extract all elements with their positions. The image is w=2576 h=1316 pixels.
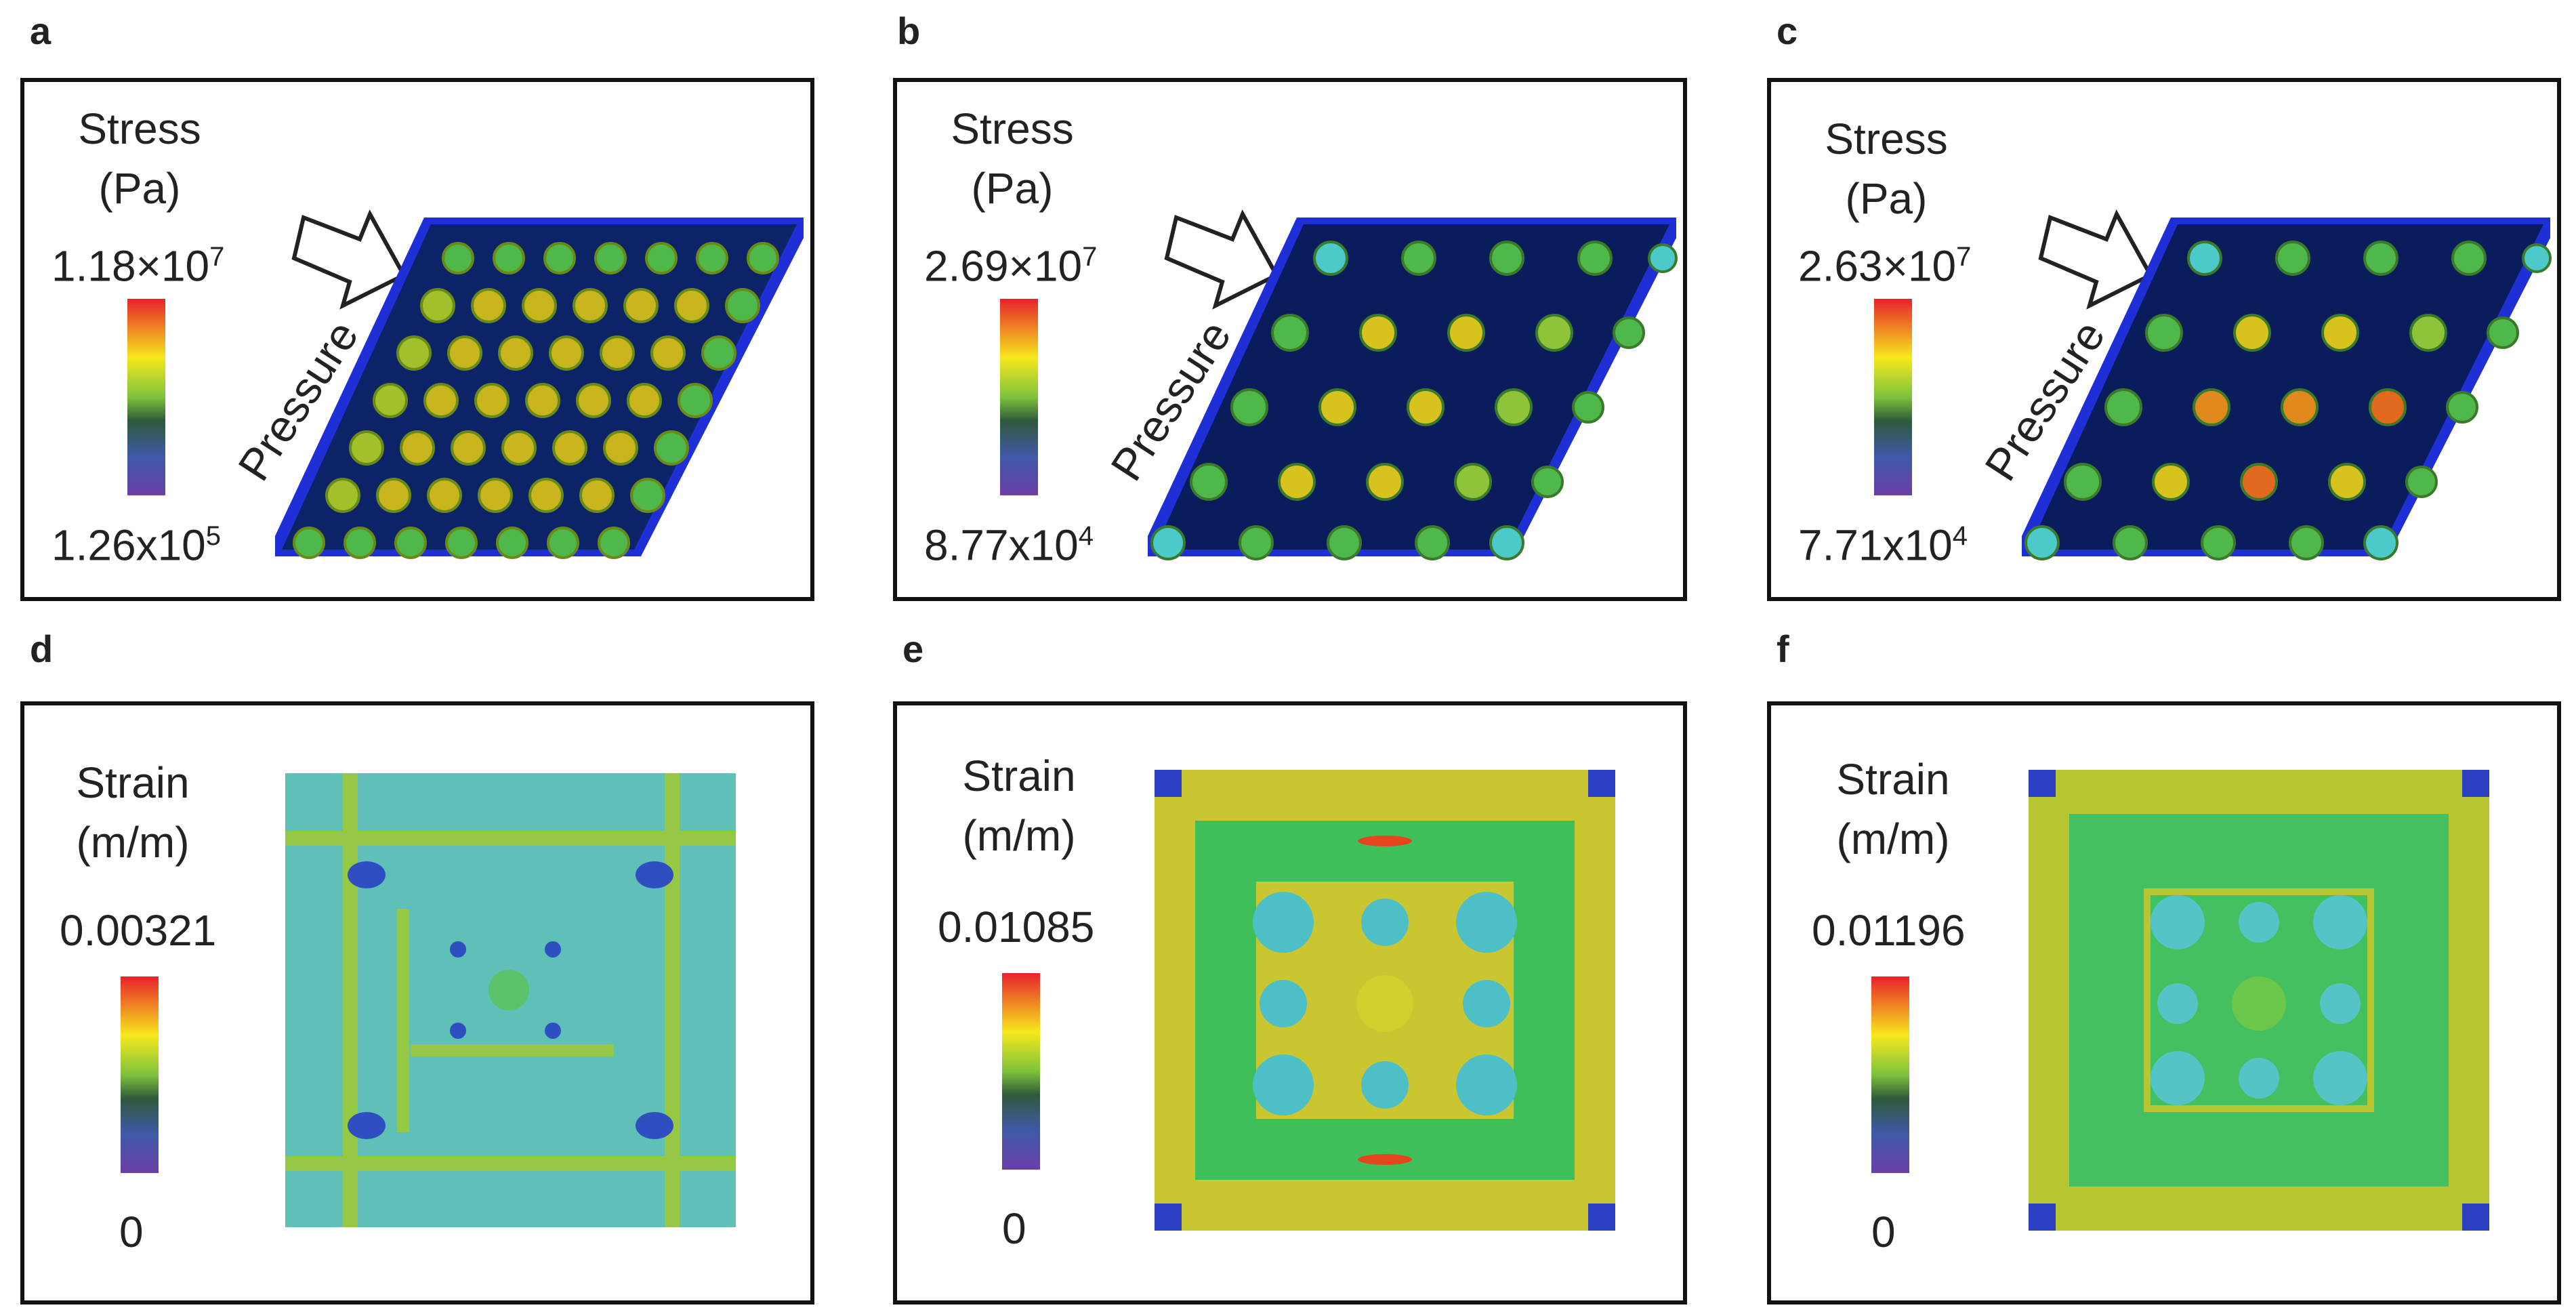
legend-quantity: Strain [76,758,190,807]
legend-max-value: 2.69×107 [924,241,1098,291]
panel-f-strain: Strain (m/m) 0.01196 0 [1767,701,2561,1304]
strain-map-render [285,773,736,1227]
legend-max-value: 0.00321 [60,906,217,955]
pillar-grid [293,242,779,559]
legend-unit: (Pa) [971,164,1054,213]
panel-letter-c: c [1777,9,1798,52]
legend-unit: (Pa) [1845,174,1928,223]
panel-letter-f: f [1777,628,1789,670]
legend-title: Stress (Pa) [944,99,1080,218]
legend-quantity: Stress [1825,115,1948,163]
legend-quantity: Stress [78,104,201,153]
legend-min-value: 0 [1002,1204,1026,1253]
pressure-arrow-icon [2038,209,2154,310]
pressure-arrow-icon [291,209,407,310]
legend-title: Stress (Pa) [72,99,207,218]
legend-quantity: Strain [962,752,1076,800]
legend-min-value: 0 [119,1208,144,1256]
legend-max-value: 0.01196 [1812,906,1966,955]
legend-quantity: Strain [1836,755,1950,804]
panel-c-stress: Stress (Pa) 2.63×107 7.71x104 Pressure [1767,78,2561,601]
legend-min-value: 8.77x104 [924,520,1094,570]
legend-unit: (m/m) [1836,815,1950,863]
legend-max-value: 1.18×107 [51,241,225,291]
legend-max-value: 0.01085 [938,903,1095,951]
legend-max-value: 2.63×107 [1798,241,1972,291]
legend-title: Stress (Pa) [1819,109,1954,228]
stress-colorbar [1874,299,1912,495]
legend-quantity: Stress [951,104,1074,153]
pressure-arrow-icon [1164,209,1280,310]
legend-title: Strain (m/m) [65,753,201,872]
stress-colorbar [1000,299,1038,495]
legend-unit: (m/m) [962,811,1076,860]
stress-colorbar [127,299,165,495]
stress-plate-render [2022,218,2552,560]
panel-b-stress: Stress (Pa) 2.69×107 8.77x104 Pressure [893,78,1687,601]
legend-min-value: 0 [1871,1208,1896,1256]
legend-min-value: 7.71x104 [1798,520,1968,570]
stress-plate-render [1148,218,1678,560]
strain-colorbar [121,976,159,1173]
strain-map-render [1155,770,1615,1231]
panel-letter-d: d [30,628,54,670]
strain-colorbar [1871,976,1909,1173]
strain-colorbar [1002,973,1040,1170]
legend-unit: (m/m) [76,818,190,867]
legend-title: Strain (m/m) [1825,749,1961,869]
panel-e-strain: Strain (m/m) 0.01085 0 [893,701,1687,1304]
panel-letter-b: b [897,9,921,52]
legend-min-value: 1.26x105 [51,520,221,570]
panel-d-strain: Strain (m/m) 0.00321 0 [20,701,814,1304]
legend-title: Strain (m/m) [951,746,1087,865]
panel-a-stress: Stress (Pa) 1.18×107 1.26x105 Pressure [20,78,814,601]
panel-letter-a: a [30,9,51,52]
stress-plate-render [275,218,804,559]
panel-letter-e: e [902,628,924,670]
strain-map-render [2029,770,2489,1231]
legend-unit: (Pa) [98,164,181,213]
